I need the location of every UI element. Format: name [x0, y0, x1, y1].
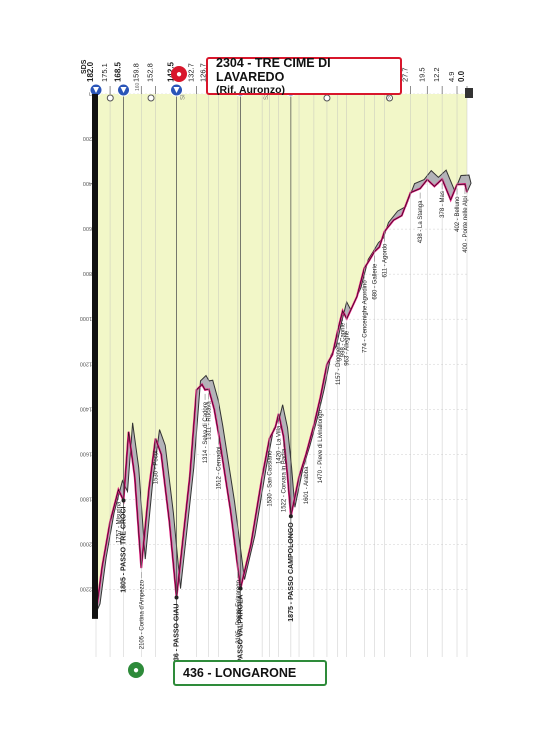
km-tick-label: 126.7	[199, 63, 208, 82]
place-label: 1757 - Misurina	[116, 501, 122, 543]
climb-label: 1805 - PASSO TRE CROCI	[121, 506, 128, 592]
place-label: 1601 - Arabba	[304, 466, 310, 504]
km-tick-label: 152.8	[146, 63, 155, 82]
km-small-label: 160	[135, 82, 141, 91]
km-tick-label: 132.7	[186, 63, 195, 82]
place-label: 1311 - Rucavà	[207, 401, 213, 440]
start-cyclist-icon: ●	[128, 662, 144, 678]
altitude-tick-label: 200	[83, 135, 92, 141]
feed-zone-marker	[386, 94, 394, 102]
place-label: 1512 - Cernadoi	[217, 447, 223, 490]
place-label: 680 - Gallerie	[372, 263, 378, 300]
profile-edge	[95, 178, 468, 613]
altitude-tick-label: 800	[83, 270, 92, 276]
place-label: 998 - Caprile	[341, 322, 347, 357]
tv-label: SDS	[81, 59, 88, 74]
climb-label: 1875 - PASSO CAMPOLONGO	[288, 522, 295, 622]
sprint-label: SI	[181, 94, 187, 100]
place-label: 2105 - Cortina d'Ampezzo	[139, 579, 145, 649]
feed-zone-marker	[147, 94, 155, 102]
altitude-tick-label: 600	[83, 225, 92, 231]
climb-marker	[174, 595, 179, 600]
place-label: 1522 - Corvara in Badia	[282, 448, 288, 512]
place-label: 1470 - Pieve di Livinallongo	[318, 409, 324, 483]
gpm-icon	[120, 87, 127, 93]
altitude-tick-label: 2200	[80, 585, 92, 591]
place-label: 611 - Agordo	[382, 243, 388, 278]
km-tick-label: 159.8	[131, 63, 140, 82]
climb-marker	[288, 514, 293, 519]
place-label: 1420 - La Villa	[277, 425, 283, 464]
start-label: 436 - LONGARONE	[173, 660, 327, 686]
finish-label: 2304 - TRE CIME DI LAVAREDO (Rif. Auronz…	[206, 56, 402, 96]
finish-line	[92, 94, 98, 619]
gpm-icon	[173, 87, 180, 93]
feed-zone-marker	[323, 94, 331, 102]
finish-subtitle: (Rif. Auronzo)	[216, 84, 286, 96]
climb-marker	[238, 586, 243, 591]
altitude-tick-label: 1000	[80, 315, 92, 321]
altitude-tick-label: 1200	[80, 360, 92, 366]
place-label: 774 - Cencenighe Agordino	[362, 280, 368, 353]
altitude-tick-label: 1600	[80, 450, 92, 456]
km-tick-label: 12.2	[432, 67, 441, 82]
km-tick-label: 168.5	[114, 61, 123, 82]
sprint-label: S2	[264, 92, 270, 100]
profile-area	[96, 94, 467, 613]
place-label: 1157 - Digonera	[336, 342, 342, 385]
altitude-tick-label: 1400	[80, 405, 92, 411]
place-label: 2105 - Passo Falzarego	[236, 579, 242, 643]
climb-label: 2196 - PASSO VALPAROLA	[238, 595, 245, 685]
km-tick-label: 182.0	[86, 61, 95, 82]
place-label: 1530 - Pocol	[154, 451, 160, 485]
place-label: 378 - Mas	[440, 191, 446, 218]
sprint-label: S2	[386, 92, 392, 100]
km-tick-label: 27.7	[401, 67, 410, 82]
climb-marker	[121, 498, 126, 503]
altitude-tick-label: 2000	[80, 540, 92, 546]
altitude-tick-label: 400	[83, 180, 92, 186]
finish-cyclist-icon: ●	[171, 66, 187, 82]
feed-zone-marker	[106, 94, 114, 102]
place-label: 963 - Alleghe	[345, 330, 351, 366]
km-tick-label: 19.5	[417, 67, 426, 82]
gpm-icon	[93, 87, 99, 93]
place-label: 402 - Belluno	[455, 196, 461, 232]
finish-name: 2304 - TRE CIME DI LAVAREDO	[216, 56, 331, 84]
place-label: 1314 - Selva di Cadore	[203, 401, 209, 463]
km-tick-label: 4.9	[447, 72, 456, 82]
place-label: 438 - La Stanga	[418, 200, 424, 243]
place-label: 1530 - San Cassiano	[267, 450, 273, 507]
climb-label: 2236 - PASSO GIAU	[174, 604, 181, 669]
start-name: 436 - LONGARONE	[183, 666, 297, 680]
place-label: 400 - Ponte nelle Alpi	[463, 196, 469, 253]
start-block	[465, 88, 473, 98]
km-tick-label: 0.0	[457, 70, 466, 82]
altitude-tick-label: 1800	[80, 495, 92, 501]
km-tick-label: 175.1	[100, 63, 109, 82]
